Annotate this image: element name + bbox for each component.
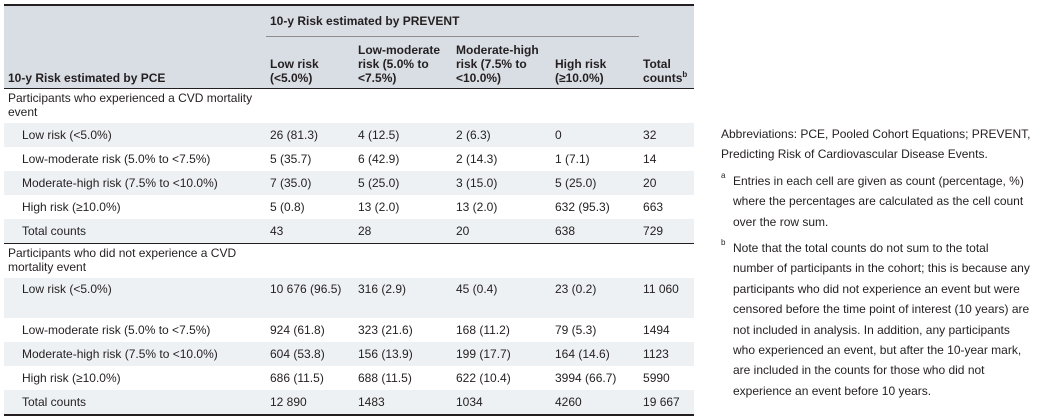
row-label: Moderate-high risk (7.5% to <10.0%): [4, 171, 266, 195]
cell: 1 (7.1): [555, 152, 590, 166]
row-label: Total counts: [4, 390, 266, 415]
cell: 3 (15.0): [452, 171, 551, 195]
cell: 5 (35.7): [270, 152, 312, 166]
row-label: Low risk (<5.0%): [4, 278, 266, 318]
prevent-group-header: 10-y Risk estimated by PREVENT: [266, 5, 640, 37]
row-label: Low-moderate risk (5.0% to <7.5%): [22, 323, 211, 337]
cell: 20: [452, 219, 551, 244]
section-title: Participants who did not experience a CV…: [4, 243, 266, 278]
cell: 43: [266, 219, 354, 244]
column-header-moderate-high: Moderate-high risk (7.5% to <10.0%): [452, 36, 551, 89]
cell: 6 (42.9): [358, 152, 400, 166]
cell: 5 (25.0): [551, 171, 640, 195]
pce-row-header: 10-y Risk estimated by PCE: [4, 36, 266, 89]
cell: 1483: [354, 390, 452, 415]
cell: 3994 (66.7): [555, 371, 617, 385]
cell: 924 (61.8): [270, 323, 325, 337]
table-header: 10-y Risk estimated by PREVENT 10-y Risk…: [4, 5, 695, 89]
cell: 5 (0.8): [270, 200, 305, 214]
table-row: Low risk (<5.0%) 26 (81.3) 4 (12.5) 2 (6…: [4, 123, 695, 147]
cell: 164 (14.6): [551, 342, 640, 366]
cell: 688 (11.5): [358, 371, 412, 385]
header-blank-total: [639, 5, 695, 37]
cell: 686 (11.5): [270, 371, 324, 385]
row-label: Low-moderate risk (5.0% to <7.5%): [22, 152, 211, 166]
footnote-b-mark: b: [721, 238, 726, 248]
cell: 28: [354, 219, 452, 244]
footnote-a-text: Entries in each cell are given as count …: [733, 173, 1024, 229]
cell: 1034: [452, 390, 551, 415]
cell: 26 (81.3): [266, 123, 354, 147]
column-header-low-moderate: Low-moderate risk (5.0% to <7.5%): [354, 36, 452, 89]
cell: 13 (2.0): [358, 200, 400, 214]
table-row: High risk (≥10.0%) 5 (0.8) 13 (2.0) 13 (…: [4, 195, 694, 219]
table-row: High risk (≥10.0%) 686 (11.5) 688 (11.5)…: [4, 366, 694, 390]
column-header-low: Low risk (<5.0%): [266, 36, 354, 89]
column-header-total-label: Total counts: [643, 57, 683, 85]
table-body: Participants who experienced a CVD morta…: [4, 89, 695, 415]
cell: 19 667: [639, 390, 695, 415]
row-label: High risk (≥10.0%): [22, 371, 121, 385]
cell: 199 (17.7): [452, 342, 551, 366]
table-row: Moderate-high risk (7.5% to <10.0%) 7 (3…: [4, 171, 695, 195]
cell: 4260: [551, 390, 640, 415]
footnote-b: b Note that the total counts do not sum t…: [721, 238, 1031, 401]
cell: 4 (12.5): [354, 123, 452, 147]
cell: 5 (25.0): [354, 171, 452, 195]
cell: 5990: [643, 371, 670, 385]
cell: 12 890: [266, 390, 354, 415]
cell: 638: [551, 219, 640, 244]
cell: 729: [639, 219, 695, 244]
table-row-total: Total counts 12 890 1483 1034 4260 19 66…: [4, 390, 695, 415]
cell: 632 (95.3): [555, 200, 610, 214]
cell: 13 (2.0): [456, 200, 498, 214]
cell: 663: [643, 200, 664, 214]
abbreviations-note: Abbreviations: PCE, Pooled Cohort Equati…: [721, 127, 1031, 162]
row-label: Total counts: [4, 219, 266, 244]
table-row: Low-moderate risk (5.0% to <7.5%) 924 (6…: [4, 318, 694, 342]
risk-reclassification-table-container: 10-y Risk estimated by PREVENT 10-y Risk…: [4, 4, 695, 416]
table-row: Moderate-high risk (7.5% to <10.0%) 604 …: [4, 342, 695, 366]
cell: 7 (35.0): [266, 171, 354, 195]
cell: 14: [643, 152, 657, 166]
cell: 45 (0.4): [452, 278, 551, 318]
footnote-a-mark: a: [721, 170, 726, 180]
footnote-a: a Entries in each cell are given as count…: [721, 171, 1031, 232]
cell: 23 (0.2): [551, 278, 640, 318]
cell: 1123: [639, 342, 695, 366]
cell: 20: [639, 171, 695, 195]
row-label: Low risk (<5.0%): [4, 123, 266, 147]
cell: 11 060: [639, 278, 695, 318]
column-header-total: Total countsb: [639, 36, 695, 89]
section-header-row: Participants who experienced a CVD morta…: [4, 89, 694, 124]
risk-reclassification-table: 10-y Risk estimated by PREVENT 10-y Risk…: [4, 4, 695, 416]
section-header-row: Participants who did not experience a CV…: [4, 243, 695, 278]
cell: 168 (11.2): [456, 323, 510, 337]
footnote-b-ref: b: [682, 70, 688, 79]
cell: 79 (5.3): [555, 323, 597, 337]
cell: 156 (13.9): [354, 342, 452, 366]
cell: 10 676 (96.5): [266, 278, 354, 318]
cell: 32: [639, 123, 695, 147]
cell: 604 (53.8): [266, 342, 354, 366]
cell: 0: [551, 123, 640, 147]
cell: 2 (6.3): [452, 123, 551, 147]
table-row: Low risk (<5.0%) 10 676 (96.5) 316 (2.9)…: [4, 278, 695, 318]
cell: 1494: [643, 323, 670, 337]
column-header-high: High risk (≥10.0%): [551, 36, 640, 89]
cell: 2 (14.3): [456, 152, 498, 166]
section-title: Participants who experienced a CVD morta…: [8, 91, 253, 119]
header-corner: [4, 5, 266, 37]
cell: 622 (10.4): [456, 371, 511, 385]
cell: 316 (2.9): [354, 278, 452, 318]
footnote-b-text: Note that the total counts do not sum to…: [733, 241, 1030, 398]
table-footnotes: Abbreviations: PCE, Pooled Cohort Equati…: [721, 124, 1031, 401]
table-row-total: Total counts 43 28 20 638 729: [4, 219, 695, 244]
table-row: Low-moderate risk (5.0% to <7.5%) 5 (35.…: [4, 147, 694, 171]
row-label: Moderate-high risk (7.5% to <10.0%): [4, 342, 266, 366]
row-label: High risk (≥10.0%): [22, 200, 121, 214]
cell: 323 (21.6): [358, 323, 413, 337]
